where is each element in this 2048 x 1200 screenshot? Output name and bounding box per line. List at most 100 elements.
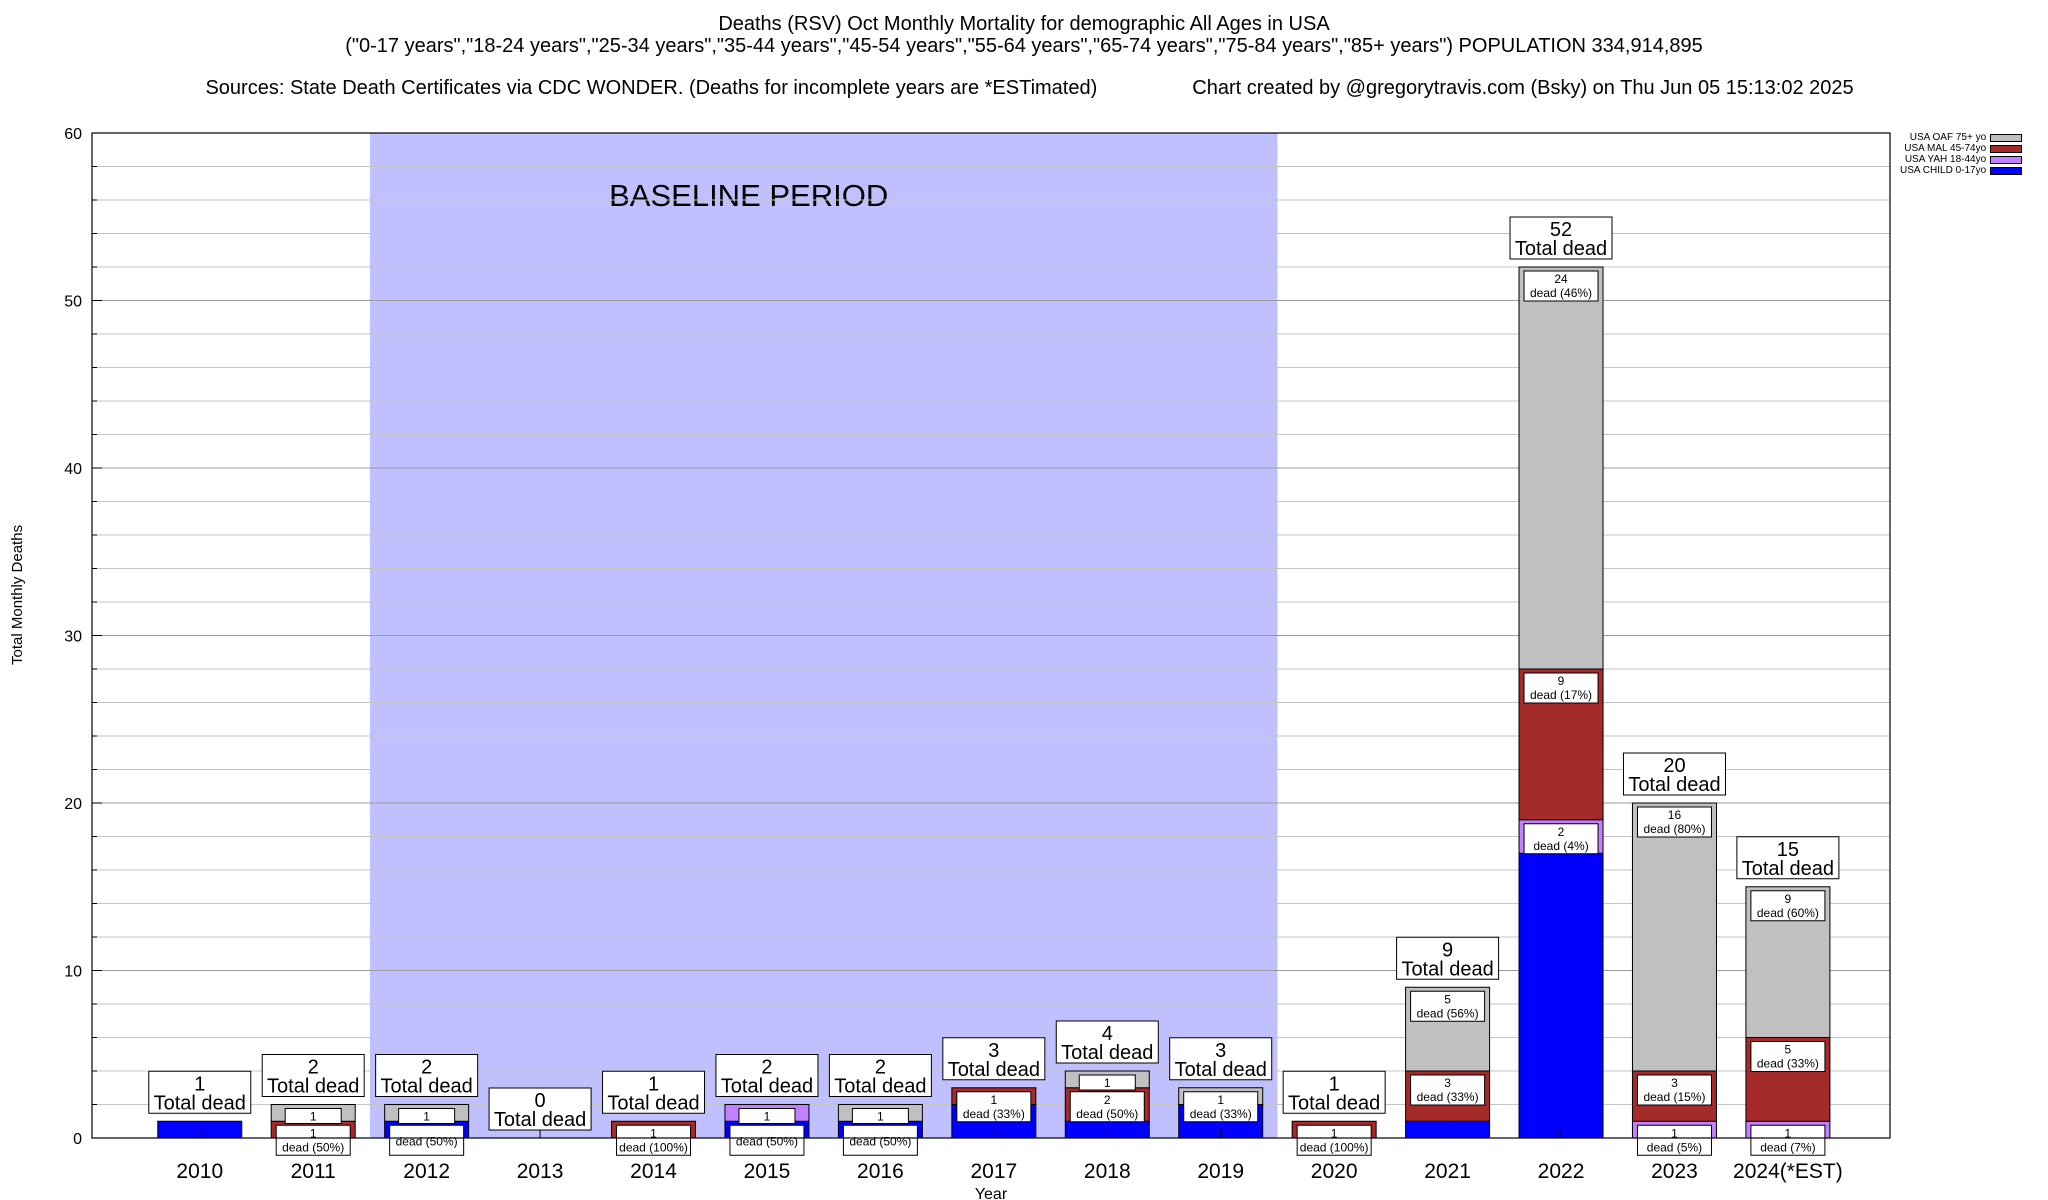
legend-label: USA OAF 75+ yo bbox=[1909, 132, 1987, 143]
segment-percent-label: dead (33%) bbox=[1190, 1107, 1252, 1121]
x-tick-label: 2022 bbox=[1538, 1160, 1585, 1183]
segment-label-box bbox=[1410, 1074, 1486, 1106]
legend-swatch bbox=[1990, 155, 2023, 164]
total-label-box bbox=[1282, 1070, 1386, 1114]
segment-percent-label: dead (4%) bbox=[1533, 839, 1588, 853]
bar-segment bbox=[1518, 852, 1604, 1139]
segment-percent-label: dead (33%) bbox=[963, 1107, 1025, 1121]
total-dead-label: Total dead bbox=[267, 1076, 359, 1098]
segment-value-label: 16 bbox=[1668, 808, 1682, 822]
segment-percent-label: dead (5%) bbox=[1647, 1140, 1702, 1154]
legend-label: USA YAH 18-44yo bbox=[1904, 154, 1987, 165]
x-tick-label: 2019 bbox=[1197, 1160, 1244, 1183]
y-tick-label: 30 bbox=[64, 629, 82, 646]
chart-title: Deaths (RSV) Oct Monthly Mortality for d… bbox=[718, 13, 1330, 35]
x-tick-label: 2011 bbox=[291, 1160, 336, 1183]
segment-percent-label: dead (80%) bbox=[1643, 822, 1705, 836]
segment-label-box bbox=[1523, 270, 1599, 302]
total-value-label: 0 bbox=[535, 1090, 546, 1112]
x-tick-label: 2018 bbox=[1084, 1160, 1131, 1183]
x-tick-label: 2014 bbox=[630, 1160, 677, 1183]
segment-label-box bbox=[275, 1124, 351, 1156]
total-dead-label: Total dead bbox=[721, 1076, 813, 1098]
segment-value-label: 9 bbox=[1785, 892, 1792, 906]
segment-label-box bbox=[1750, 890, 1826, 922]
segment-label-box bbox=[738, 1108, 796, 1124]
segment-label-box bbox=[1069, 1091, 1145, 1123]
segment-percent-label: dead (50%) bbox=[282, 1140, 344, 1154]
total-label-box bbox=[942, 1037, 1046, 1081]
chart-source-line: Sources: State Death Certificates via CD… bbox=[0, 55, 2048, 99]
legend-swatch bbox=[1990, 144, 2023, 153]
segment-label-box bbox=[398, 1108, 456, 1124]
segment-label-box bbox=[1636, 1124, 1712, 1156]
segment-percent-label: dead (50%) bbox=[1076, 1107, 1138, 1121]
legend-swatch bbox=[1990, 133, 2023, 142]
x-tick-label: 2016 bbox=[857, 1160, 904, 1183]
segment-value-label: 1 bbox=[310, 1126, 317, 1140]
y-tick-label: 60 bbox=[64, 126, 82, 143]
total-label-box bbox=[1622, 752, 1726, 796]
total-label-box bbox=[1055, 1020, 1159, 1064]
legend-swatch bbox=[1990, 166, 2023, 175]
total-label-box bbox=[715, 1054, 819, 1097]
segment-label-box bbox=[389, 1124, 465, 1156]
total-dead-label: Total dead bbox=[154, 1092, 246, 1114]
total-label-box bbox=[1396, 936, 1500, 980]
segment-value-label: 5 bbox=[1785, 1043, 1792, 1057]
y-tick-label: 10 bbox=[64, 964, 82, 981]
total-dead-label: Total dead bbox=[607, 1092, 699, 1114]
total-label-box bbox=[1736, 836, 1840, 880]
segment-value-label: 9 bbox=[1558, 674, 1565, 688]
segment-label-box bbox=[729, 1124, 805, 1156]
total-value-label: 2 bbox=[421, 1057, 432, 1079]
segment-label-box bbox=[1636, 1074, 1712, 1106]
segment-value-label: 24 bbox=[1554, 272, 1568, 286]
x-tick-label: 2010 bbox=[176, 1160, 223, 1183]
legend-item: USA CHILD 0-17yo bbox=[1900, 165, 2023, 176]
x-tick-label: 2020 bbox=[1311, 1160, 1358, 1183]
total-dead-label: Total dead bbox=[1288, 1092, 1380, 1114]
legend: USA OAF 75+ yo USA MAL 45-74yo USA YAH 1… bbox=[1900, 132, 2023, 176]
segment-label-box bbox=[616, 1124, 692, 1156]
segment-percent-label: dead (15%) bbox=[1643, 1090, 1705, 1104]
total-value-label: 3 bbox=[988, 1040, 999, 1062]
total-dead-label: Total dead bbox=[1628, 774, 1720, 796]
y-tick-label: 40 bbox=[64, 461, 82, 478]
x-tick-label: 2015 bbox=[744, 1160, 791, 1183]
total-value-label: 1 bbox=[648, 1073, 659, 1095]
total-label-box bbox=[1169, 1037, 1273, 1081]
total-value-label: 3 bbox=[1215, 1040, 1226, 1062]
segment-percent-label: dead (50%) bbox=[849, 1134, 911, 1148]
chart-source: Sources: State Death Certificates via CD… bbox=[205, 77, 1098, 99]
segment-value-label: 1 bbox=[764, 1110, 771, 1124]
x-tick-label: 2023 bbox=[1651, 1160, 1698, 1183]
total-label-box bbox=[148, 1070, 252, 1114]
segment-value-label: 1 bbox=[1104, 1076, 1111, 1090]
segment-percent-label: dead (46%) bbox=[1530, 286, 1592, 300]
segment-value-label: 1 bbox=[650, 1126, 657, 1140]
segment-value-label: 1 bbox=[1331, 1126, 1338, 1140]
segment-value-label: 1 bbox=[990, 1093, 997, 1107]
segment-value-label: 1 bbox=[310, 1110, 317, 1124]
segment-percent-label: dead (33%) bbox=[1757, 1057, 1819, 1071]
total-value-label: 2 bbox=[308, 1057, 319, 1079]
total-value-label: 4 bbox=[1102, 1023, 1113, 1045]
legend-label: USA MAL 45-74yo bbox=[1904, 143, 1987, 154]
segment-value-label: 2 bbox=[1104, 1093, 1111, 1107]
segment-label-box bbox=[842, 1124, 918, 1156]
segment-percent-label: dead (7%) bbox=[1760, 1140, 1815, 1154]
x-tick-label: 2013 bbox=[517, 1160, 564, 1183]
total-dead-label: Total dead bbox=[1401, 958, 1493, 980]
total-label-box bbox=[828, 1054, 932, 1097]
total-value-label: 2 bbox=[875, 1057, 886, 1079]
bar-segment bbox=[1518, 266, 1604, 670]
total-label-box bbox=[261, 1054, 365, 1097]
bar-segment bbox=[1631, 802, 1717, 1072]
total-value-label: 1 bbox=[1329, 1073, 1340, 1095]
total-value-label: 1 bbox=[194, 1073, 205, 1095]
x-tick-label: 2012 bbox=[403, 1160, 450, 1183]
total-dead-label: Total dead bbox=[494, 1109, 586, 1131]
segment-percent-label: dead (56%) bbox=[1417, 1006, 1479, 1020]
